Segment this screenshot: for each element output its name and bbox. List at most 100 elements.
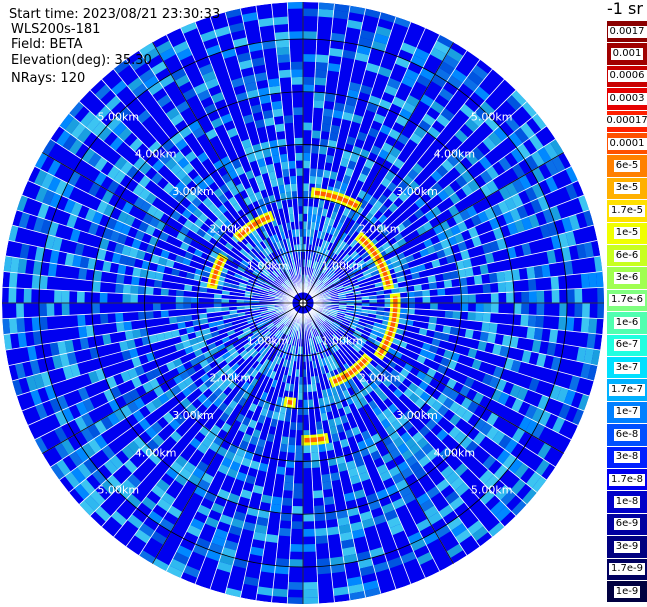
range-gate [208, 441, 221, 453]
range-gate [310, 444, 319, 453]
range-gate [193, 82, 208, 95]
ray-line [311, 125, 547, 298]
range-gate [226, 467, 239, 479]
range-gate [303, 543, 317, 552]
range-gate [232, 393, 242, 404]
range-gate [156, 264, 166, 274]
range-gate [262, 358, 270, 368]
ray-line [306, 312, 412, 585]
ray-line [308, 311, 468, 556]
range-gate [245, 253, 254, 262]
range-gate [329, 353, 337, 363]
range-gate [168, 316, 178, 325]
range-gate [324, 240, 331, 250]
range-gate [130, 284, 139, 295]
range-gate [208, 383, 219, 393]
range-gate [395, 479, 409, 491]
range-gate [110, 510, 128, 527]
range-gate [485, 165, 500, 180]
colorbar-cell: 1.7e-6 [607, 288, 647, 312]
range-gate [531, 407, 545, 423]
range-gate [94, 434, 108, 450]
range-gate [531, 422, 546, 439]
range-gate [174, 342, 185, 352]
range-gate [307, 206, 314, 215]
range-gate [511, 398, 524, 413]
range-gate [170, 67, 187, 81]
range-gate [116, 484, 132, 500]
range-gate [148, 216, 160, 228]
range-gate [204, 378, 215, 389]
range-gate [368, 215, 378, 226]
colorbar-cell: 3e-5 [607, 176, 647, 200]
range-gate [368, 399, 378, 410]
range-gate [359, 29, 376, 41]
range-gate [563, 260, 574, 276]
range-gate [57, 340, 67, 355]
range-gate [358, 262, 368, 270]
range-gate [111, 252, 122, 264]
range-gate [315, 62, 329, 71]
range-gate [443, 279, 453, 289]
range-gate [418, 455, 431, 468]
range-gate [473, 274, 483, 285]
colorbar-tick-label: 1.7e-9 [608, 563, 646, 576]
range-gate [467, 226, 479, 239]
ray-line [312, 180, 579, 300]
colorbar-cell: 3e-8 [607, 445, 647, 468]
colorbar-cell: 0.001 [607, 42, 647, 65]
range-gate [289, 543, 303, 552]
range-gate [147, 510, 164, 525]
range-gate [362, 269, 371, 276]
ray-line [16, 209, 294, 301]
range-gate [219, 514, 234, 526]
range-gate [179, 467, 193, 480]
range-gate [103, 459, 119, 475]
range-gate [203, 490, 218, 503]
range-gate [427, 274, 437, 284]
range-gate [381, 142, 394, 154]
range-gate [150, 421, 164, 434]
range-gate [221, 363, 232, 373]
range-gate [49, 249, 60, 265]
range-gate [230, 350, 240, 360]
range-gate [451, 522, 468, 538]
range-gate [333, 416, 343, 426]
range-gate [238, 282, 248, 288]
range-gate [442, 54, 460, 69]
range-gate [533, 265, 544, 279]
ray-line [304, 8, 366, 293]
range-gate [279, 153, 289, 163]
range-gate [269, 288, 278, 293]
range-gate [509, 384, 522, 399]
nrays-label: NRays: 120 [11, 71, 86, 86]
range-gate [580, 317, 590, 333]
range-gate [531, 112, 548, 130]
range-gate [510, 147, 525, 164]
range-gate [580, 362, 592, 380]
range-gate [35, 186, 48, 203]
colorbar-cell: 1.7e-7 [607, 378, 647, 401]
range-gate [316, 565, 332, 575]
range-gate [359, 565, 376, 577]
range-gate [205, 355, 216, 365]
range-gate [117, 210, 129, 224]
ray-line [304, 313, 366, 598]
range-gate [442, 397, 455, 410]
range-gate [289, 175, 297, 184]
range-gate [287, 597, 303, 604]
range-gate [417, 119, 432, 133]
range-gate [396, 237, 407, 247]
range-gate [451, 68, 468, 84]
range-gate [96, 248, 107, 261]
ray-line [312, 305, 590, 397]
range-gate [511, 163, 526, 179]
range-gate [505, 182, 519, 197]
range-gate [232, 453, 244, 465]
range-gate [459, 103, 475, 119]
range-gate [255, 207, 264, 217]
range-gate [316, 317, 324, 325]
range-gate [287, 444, 296, 453]
range-gate [236, 52, 252, 63]
range-gate [413, 47, 430, 61]
